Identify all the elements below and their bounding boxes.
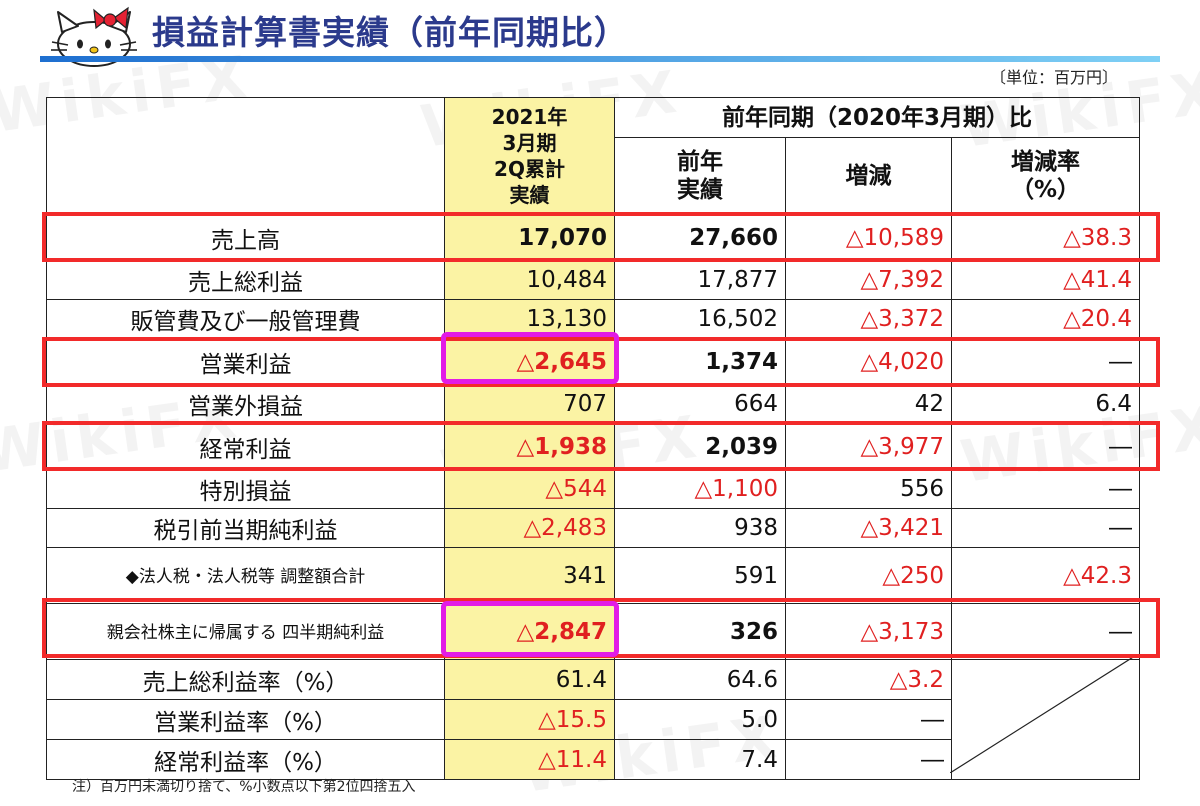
header-blank — [46, 97, 445, 215]
diagonal-line — [950, 654, 1138, 773]
cell-current: △1,938 — [444, 423, 615, 470]
cell-prev: △1,100 — [614, 469, 786, 509]
table-row: 税引前当期純利益 △2,483 938 △3,421 ― — [46, 508, 1140, 548]
title-underline — [40, 56, 1160, 62]
cell-current: △544 — [444, 469, 615, 509]
rate-blank-cell — [951, 659, 1140, 780]
cell-prev: 2,039 — [614, 423, 786, 470]
cell-current: 13,130 — [444, 299, 615, 339]
cell-current: 10,484 — [444, 260, 615, 300]
cell-change: △4,020 — [785, 338, 952, 385]
cell-current: 61.4 — [444, 659, 615, 700]
row-label: 経常利益 — [46, 423, 445, 470]
cell-rate: △20.4 — [951, 299, 1140, 339]
cell-current: △2,645 — [444, 338, 615, 385]
row-label: 売上総利益 — [46, 260, 445, 300]
cell-rate: ― — [951, 469, 1140, 509]
cell-current: 707 — [444, 384, 615, 424]
table-row: 営業外損益 707 664 42 6.4 — [46, 384, 1140, 424]
cell-change: △3,173 — [785, 603, 952, 660]
table-row: 売上総利益 10,484 17,877 △7,392 △41.4 — [46, 260, 1140, 300]
cell-rate: ― — [951, 603, 1140, 660]
row-label: 経常利益率（%） — [46, 739, 445, 780]
cell-prev: 591 — [614, 547, 786, 604]
cell-change: 42 — [785, 384, 952, 424]
cell-rate: ― — [951, 423, 1140, 470]
cell-prev: 938 — [614, 508, 786, 548]
table-header-row: 2021年 3月期 2Q累計 実績 前年同期（2020年3月期）比 — [46, 97, 1140, 215]
col-header-current: 2021年 3月期 2Q累計 実績 — [444, 97, 615, 215]
cell-change: △3.2 — [785, 659, 952, 700]
cell-prev: 664 — [614, 384, 786, 424]
row-label: ◆法人税・法人税等 調整額合計 — [46, 547, 445, 604]
row-label: 販管費及び一般管理費 — [46, 299, 445, 339]
page-title: 損益計算書実績（前年同期比） — [152, 13, 628, 52]
col-header-rate-text: 増減率 （%） — [1010, 149, 1081, 203]
cell-rate: △41.4 — [951, 260, 1140, 300]
cell-prev: 17,877 — [614, 260, 786, 300]
cell-prev: 5.0 — [614, 699, 786, 740]
col-header-prev: 前年 実績 — [614, 137, 786, 215]
col-header-change: 増減 — [785, 137, 952, 215]
row-label: 売上総利益率（%） — [46, 659, 445, 700]
cell-rate: 6.4 — [951, 384, 1140, 424]
cell-prev: 1,374 — [614, 338, 786, 385]
cell-change: ― — [785, 699, 952, 740]
cell-prev: 326 — [614, 603, 786, 660]
cell-prev: 27,660 — [614, 214, 786, 261]
unit-label: 〔単位：百万円〕 — [990, 68, 1119, 87]
cell-prev: 16,502 — [614, 299, 786, 339]
footnote: 注）百万円未満切り捨て、%小数点以下第2位四捨五入 — [72, 779, 416, 795]
row-label: 営業利益率（%） — [46, 699, 445, 740]
cell-current: △15.5 — [444, 699, 615, 740]
row-label: 営業利益 — [46, 338, 445, 385]
table-row: 親会社株主に帰属する 四半期純利益 △2,847 326 △3,173 ― — [46, 603, 1140, 660]
table-row: 販管費及び一般管理費 13,130 16,502 △3,372 △20.4 — [46, 299, 1140, 339]
cell-rate: △42.3 — [951, 547, 1140, 604]
table-row: 営業利益 △2,645 1,374 △4,020 ― — [46, 338, 1140, 385]
table-row: 経常利益率（%） △11.4 7.4 ― — [46, 739, 1140, 780]
cell-change: △3,421 — [785, 508, 952, 548]
table-row: 経常利益 △1,938 2,039 △3,977 ― — [46, 423, 1140, 470]
cell-rate: ― — [951, 508, 1140, 548]
row-label: 営業外損益 — [46, 384, 445, 424]
cell-rate: ― — [951, 338, 1140, 385]
cell-change: △3,977 — [785, 423, 952, 470]
row-label: 税引前当期純利益 — [46, 508, 445, 548]
kitty-logo-icon — [51, 6, 137, 67]
row-label-text: ◆法人税・法人税等 調整額合計 — [125, 567, 366, 587]
table-row: 特別損益 △544 △1,100 556 ― — [46, 469, 1140, 509]
cell-prev: 7.4 — [614, 739, 786, 780]
cell-change: △250 — [785, 547, 952, 604]
table-row: ◆法人税・法人税等 調整額合計 341 591 △250 △42.3 — [46, 547, 1140, 604]
cell-current: △11.4 — [444, 739, 615, 780]
cell-change: △7,392 — [785, 260, 952, 300]
row-label-text: 親会社株主に帰属する 四半期純利益 — [106, 623, 385, 643]
table-row: 売上総利益率（%） 61.4 64.6 △3.2 — [46, 659, 1140, 780]
col-header-rate: 増減率 （%） — [951, 137, 1140, 215]
cell-change: ― — [785, 739, 952, 780]
row-label: 売上高 — [46, 214, 445, 261]
cell-current: 17,070 — [444, 214, 615, 261]
col-header-prev-text: 前年 実績 — [677, 149, 723, 203]
cell-prev: 64.6 — [614, 659, 786, 700]
group-header: 前年同期（2020年3月期）比 — [614, 97, 1140, 138]
cell-current: 341 — [444, 547, 615, 604]
cell-current: △2,483 — [444, 508, 615, 548]
cell-change: 556 — [785, 469, 952, 509]
cell-current: △2,847 — [444, 603, 615, 660]
row-label: 親会社株主に帰属する 四半期純利益 — [46, 603, 445, 660]
cell-change: △3,372 — [785, 299, 952, 339]
cell-change: △10,589 — [785, 214, 952, 261]
cell-rate: △38.3 — [951, 214, 1140, 261]
table-row: 営業利益率（%） △15.5 5.0 ― — [46, 699, 1140, 740]
row-label: 特別損益 — [46, 469, 445, 509]
table-row: 売上高 17,070 27,660 △10,589 △38.3 — [46, 214, 1140, 261]
col-header-current-text: 2021年 3月期 2Q累計 実績 — [491, 105, 568, 207]
